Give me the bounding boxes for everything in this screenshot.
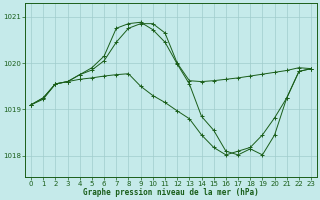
X-axis label: Graphe pression niveau de la mer (hPa): Graphe pression niveau de la mer (hPa) [83,188,259,197]
